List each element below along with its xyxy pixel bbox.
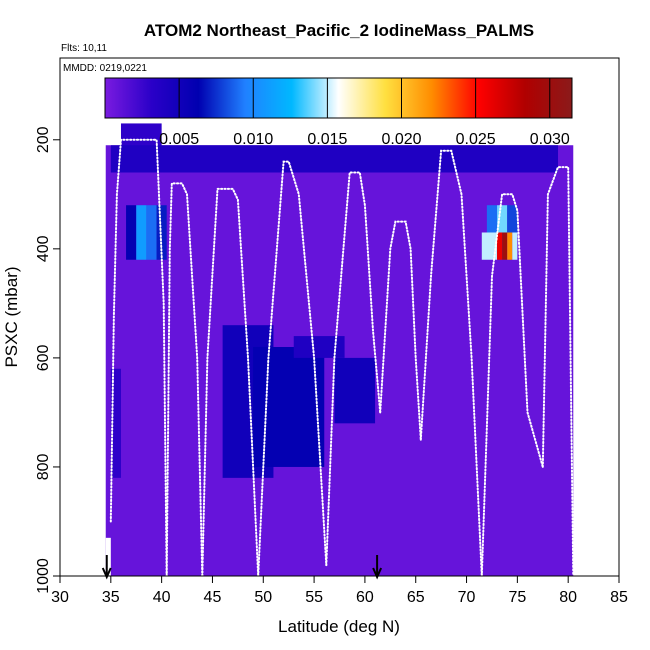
x-tick-label: 60 [356, 589, 374, 606]
heatmap-cells [105, 123, 574, 576]
y-tick-label: 200 [35, 126, 52, 153]
y-tick-label: 800 [35, 454, 52, 481]
heatmap-cell [481, 232, 498, 260]
heatmap-cell [105, 537, 111, 576]
flights-label: Flts: 10,11 [61, 43, 107, 54]
colorbar-gradient [104, 77, 573, 119]
x-tick-label: 45 [204, 589, 222, 606]
arrow-head [372, 567, 383, 580]
heatmap-cell [507, 205, 518, 233]
flight-profile-line [109, 138, 168, 576]
flight-profile-line [201, 187, 260, 576]
y-axis-label: PSXC (mbar) [2, 266, 21, 367]
flight-profiles [109, 138, 575, 576]
plot-area [59, 57, 620, 580]
heatmap-cell [334, 357, 376, 424]
colorbar-ticks: 0.005 0.010 0.015 0.020 0.025 0.030 [159, 78, 570, 148]
colorbar-tick-label: 0.015 [307, 131, 347, 148]
flight-profile-line [419, 149, 483, 576]
colorbar-tick-label: 0.005 [159, 131, 199, 148]
heatmap-cell [497, 205, 508, 233]
flight-profile-line [165, 182, 204, 576]
heatmap-cell [126, 205, 137, 260]
y-tick-label: 1000 [35, 558, 52, 594]
date-label: MMDD: 0219,0221 [63, 63, 147, 74]
x-tick-label: 55 [305, 589, 323, 606]
colorbar-tick-label: 0.025 [456, 131, 496, 148]
heatmap-cell [110, 368, 121, 478]
colorbar-tick-label: 0.030 [530, 131, 570, 148]
x-axis-label: Latitude (deg N) [278, 617, 400, 636]
heatmap-cell [502, 232, 508, 260]
x-tick-label: 30 [51, 589, 69, 606]
x-tick-label: 85 [610, 589, 628, 606]
y-tick-label: 600 [35, 344, 52, 371]
y-tick-label: 400 [35, 235, 52, 262]
heatmap-cell [497, 232, 503, 260]
x-tick-label: 65 [407, 589, 425, 606]
x-tick-label: 80 [559, 589, 577, 606]
x-tick-label: 70 [458, 589, 476, 606]
flight-profile-line [480, 193, 544, 576]
chart-title: ATOM2 Northeast_Pacific_2 IodineMass_PAL… [144, 21, 534, 40]
x-tick-label: 75 [508, 589, 526, 606]
heatmap-cell [136, 205, 147, 260]
colorbar-tick-label: 0.010 [233, 131, 273, 148]
plot-frame [59, 57, 620, 577]
heatmap-cell [507, 232, 513, 260]
heatmap-cell [486, 205, 498, 233]
flight-profile-line [379, 220, 422, 441]
y-axis: 200 400 600 800 1000 [35, 126, 60, 594]
heatmap-cell [110, 145, 559, 173]
heatmap-cell [146, 205, 157, 260]
flight-profile-line [257, 160, 328, 576]
flight-profile-line [541, 166, 575, 576]
arrow-head [101, 567, 112, 580]
heatmap-cell [512, 232, 518, 260]
x-tick-label: 50 [254, 589, 272, 606]
colorbar: 0.005 0.010 0.015 0.020 0.025 0.030 [104, 77, 573, 148]
heatmap-cell [156, 205, 167, 260]
heatmap-cell [293, 336, 345, 358]
x-tick-label: 35 [102, 589, 120, 606]
x-axis: 30 35 40 45 50 55 60 65 70 75 80 85 [51, 576, 628, 606]
x-tick-label: 40 [153, 589, 171, 606]
location-arrows [101, 555, 383, 580]
colorbar-tick-label: 0.020 [381, 131, 421, 148]
flight-profile-line [325, 171, 382, 567]
